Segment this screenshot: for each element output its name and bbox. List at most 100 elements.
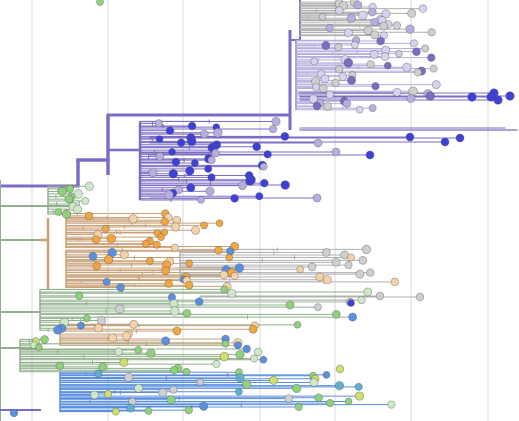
tip-node xyxy=(284,394,294,403)
tip-node xyxy=(160,217,169,226)
tip-node xyxy=(157,233,165,241)
tip-node xyxy=(116,283,125,292)
tip-node xyxy=(321,41,331,51)
tip-node xyxy=(418,4,428,13)
tip-node xyxy=(111,407,120,416)
tip-node xyxy=(172,326,182,336)
tip-node xyxy=(220,285,229,294)
tip-node xyxy=(331,309,341,319)
tip-node xyxy=(268,124,278,134)
tip-node xyxy=(144,407,153,415)
tip-node xyxy=(134,383,144,393)
tip-node xyxy=(161,336,171,346)
tip-node xyxy=(94,369,103,378)
tip-node xyxy=(365,268,375,277)
tip-node xyxy=(248,324,258,334)
tip-node xyxy=(343,58,354,68)
tip-node xyxy=(335,364,345,374)
tip-node xyxy=(237,181,247,191)
tip-node xyxy=(392,87,402,97)
tip-node xyxy=(194,297,204,307)
tip-node xyxy=(242,379,252,390)
time-gridlines xyxy=(31,0,489,421)
tip-node xyxy=(381,9,391,19)
tip-node xyxy=(35,343,43,352)
tip-node xyxy=(412,47,421,57)
tip-node xyxy=(119,357,129,368)
tip-node xyxy=(368,104,377,113)
tip-node xyxy=(312,193,322,203)
tip-node xyxy=(212,360,221,369)
tip-node xyxy=(77,321,85,330)
tip-node xyxy=(40,335,49,344)
tip-node xyxy=(285,300,295,310)
tip-node xyxy=(380,52,390,61)
tip-node xyxy=(233,341,242,350)
tip-node xyxy=(170,243,179,252)
tip-node xyxy=(219,351,230,362)
tip-node xyxy=(207,173,216,182)
tip-node xyxy=(184,280,194,290)
tip-node xyxy=(54,208,63,216)
tip-node xyxy=(370,17,379,27)
tip-node xyxy=(170,222,181,232)
tip-node xyxy=(390,277,399,287)
tip-node xyxy=(405,24,415,34)
tip-node xyxy=(235,373,245,383)
tip-node xyxy=(98,362,108,372)
tip-node xyxy=(280,180,291,190)
tip-node xyxy=(213,128,223,138)
tip-node xyxy=(234,387,243,396)
tip-node xyxy=(197,196,205,204)
tip-node xyxy=(90,390,99,400)
tip-node xyxy=(383,61,392,70)
tip-node xyxy=(427,53,436,62)
tip-node xyxy=(155,135,164,143)
tip-node xyxy=(53,325,63,335)
tip-node xyxy=(312,101,322,111)
tip-node xyxy=(114,347,123,357)
tip-node xyxy=(96,0,104,6)
tip-node xyxy=(291,383,302,394)
tip-node xyxy=(405,132,415,142)
tip-node xyxy=(230,271,239,280)
tip-node xyxy=(214,245,223,255)
tip-node xyxy=(108,333,118,343)
tip-node xyxy=(309,377,319,387)
tip-node xyxy=(185,166,195,176)
tip-node xyxy=(161,266,170,276)
tip-node xyxy=(215,219,224,228)
tip-node xyxy=(369,49,379,59)
tip-node xyxy=(493,95,503,105)
tip-node xyxy=(170,306,180,316)
tip-node xyxy=(164,279,173,288)
tip-node xyxy=(313,138,323,148)
tip-node xyxy=(331,147,341,157)
tip-node xyxy=(146,348,156,358)
tip-node xyxy=(334,381,345,391)
tip-node xyxy=(182,308,192,318)
tip-node xyxy=(425,91,436,101)
tip-node xyxy=(429,64,438,73)
tip-node xyxy=(271,116,281,127)
tip-node xyxy=(148,167,158,178)
tree-tips xyxy=(9,0,515,418)
tip-node xyxy=(81,196,90,206)
tip-node xyxy=(318,84,328,93)
tip-node xyxy=(354,391,365,401)
tip-node xyxy=(92,261,101,271)
tip-node xyxy=(129,319,139,329)
tip-node xyxy=(338,72,348,82)
tip-node xyxy=(119,250,129,260)
tip-node xyxy=(65,184,75,194)
tip-node xyxy=(165,126,175,135)
tip-node xyxy=(355,269,365,279)
tip-node xyxy=(84,211,94,221)
tip-node xyxy=(344,261,353,270)
tip-node xyxy=(427,28,436,37)
tip-node xyxy=(96,315,107,326)
tip-node xyxy=(353,0,363,10)
tip-node xyxy=(293,320,302,329)
tip-node xyxy=(413,68,422,77)
tip-node xyxy=(358,10,368,21)
